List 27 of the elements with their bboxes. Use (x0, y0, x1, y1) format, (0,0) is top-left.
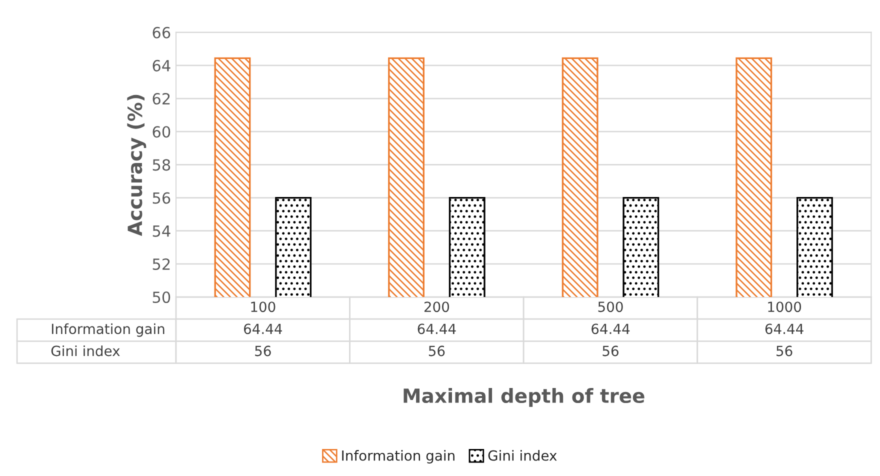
text: Information gain (52, 323, 164, 337)
data-label: 56 (776, 346, 792, 356)
x-tick-label: 200 (424, 302, 450, 312)
y-tick-label: 60 (152, 126, 170, 138)
y-tick-label: 52 (152, 258, 170, 270)
legend-label: Gini index (488, 450, 557, 461)
data-label: 56 (255, 346, 271, 356)
x-tick-label: 500 (598, 302, 623, 312)
y-tick-label: 58 (152, 159, 170, 171)
y-axis-title: Accuracy (%) (127, 94, 146, 236)
x-tick-label: 100 (251, 302, 276, 312)
data-label: 64.44 (418, 324, 456, 334)
x-axis-title: Maximal depth of tree (404, 388, 644, 407)
data-label: 64.44 (244, 324, 282, 334)
y-tick-label: 56 (152, 192, 170, 204)
legend-label: Information gain (342, 450, 454, 464)
y-tick-label: 54 (152, 226, 170, 237)
text: Gini index (51, 345, 120, 356)
x-tick-label: 1000 (768, 302, 802, 312)
y-tick-label: 66 (152, 26, 170, 38)
y-tick-label: 64 (152, 60, 170, 72)
data-label: 56 (602, 346, 618, 356)
y-tick-label: 62 (152, 92, 170, 105)
y-tick-label: 50 (152, 291, 170, 304)
data-label: 64.44 (765, 324, 804, 334)
data-label: 64.44 (592, 324, 630, 334)
data-label: 56 (428, 346, 445, 356)
